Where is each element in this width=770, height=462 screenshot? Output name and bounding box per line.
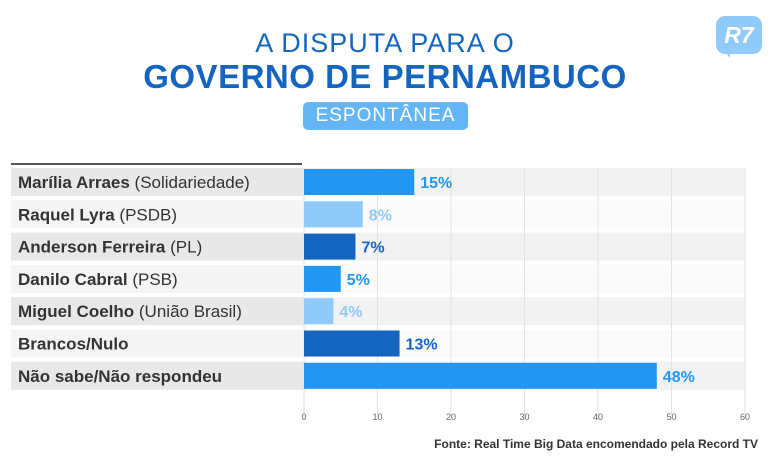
category-name: Brancos/Nulo [18,335,129,354]
category-party: (PL) [165,238,202,257]
category-party: (PSB) [128,270,178,289]
category-label: Raquel Lyra (PSDB) [18,205,177,224]
category-name: Anderson Ferreira [18,238,166,257]
x-tick-label: 0 [301,412,306,422]
category-label: Marília Arraes (Solidariedade) [18,173,250,192]
bar [304,330,400,357]
row-label-background [11,200,304,229]
r7-logo: R7 [716,16,762,54]
row-label-background [11,232,304,261]
row-label-background [11,361,304,390]
category-name: Marília Arraes [18,173,130,192]
bar [304,201,363,228]
category-label: Miguel Coelho (União Brasil) [18,302,242,321]
source-note: Fonte: Real Time Big Data encomendado pe… [434,437,758,451]
bar [304,298,334,325]
x-tick-label: 60 [740,412,750,422]
title-line-2: GOVERNO DE PERNAMBUCO [143,58,627,95]
x-tick-label: 10 [372,412,382,422]
bar [304,362,657,389]
bar [304,233,356,260]
data-label: 5% [347,272,370,289]
category-name: Miguel Coelho [18,302,134,321]
table-top-rule [11,163,302,165]
row-label-background [11,168,304,196]
data-label: 15% [420,175,452,192]
bar [304,169,415,195]
bar [304,265,341,292]
data-label: 8% [369,207,392,224]
row-label-background [11,297,304,326]
data-label: 48% [663,369,695,386]
category-label: Brancos/Nulo [18,335,129,354]
title-line-1: A DISPUTA PARA O [255,28,515,58]
category-label: Não sabe/Não respondeu [18,367,222,386]
x-tick-label: 30 [519,412,529,422]
row-label-background [11,329,304,358]
category-party: (União Brasil) [134,302,242,321]
category-label: Danilo Cabral (PSB) [18,270,178,289]
data-label: 4% [339,304,362,321]
x-tick-label: 20 [446,412,456,422]
x-tick-label: 50 [666,412,676,422]
category-party: (Solidariedade) [130,173,250,192]
category-name: Danilo Cabral [18,270,128,289]
x-tick-label: 40 [593,412,603,422]
survey-type-badge: ESPONTÂNEA [303,102,468,130]
category-label: Anderson Ferreira (PL) [18,238,202,257]
category-party: (PSDB) [115,205,177,224]
category-name: Raquel Lyra [18,205,115,224]
category-name: Não sabe/Não respondeu [18,367,222,386]
data-label: 13% [406,337,438,354]
row-label-background [11,264,304,293]
r7-logo-tail [722,48,730,58]
data-label: 7% [361,240,384,257]
